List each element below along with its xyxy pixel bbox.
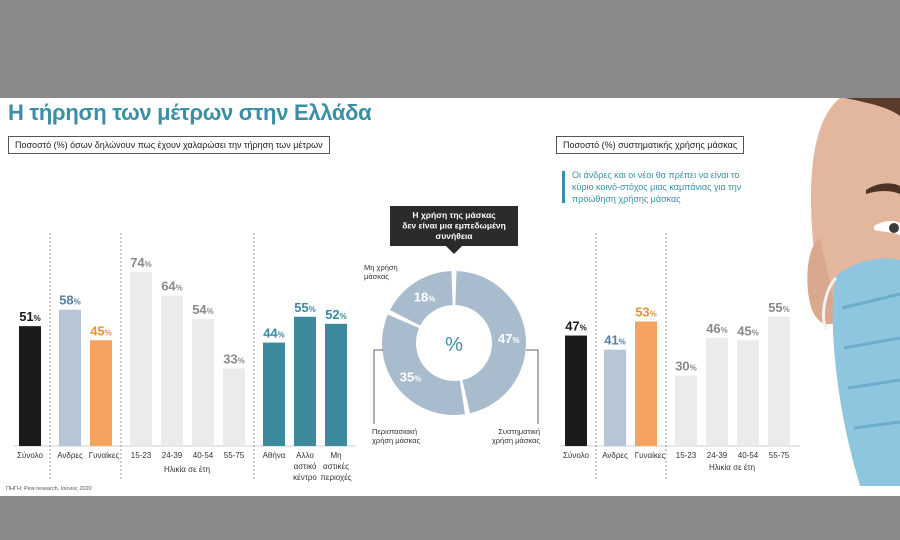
left-bar-2 [59, 309, 81, 446]
left-value-label-1: 51% [19, 309, 41, 324]
left-panel-label: Ποσοστό (%) όσων δηλώνουν πως έχουν χαλα… [8, 136, 330, 154]
right-value-label-6: 45% [737, 323, 759, 338]
donut-slice-label-2: χρήση μάσκας [372, 436, 421, 445]
left-value-label-8: 44% [263, 326, 285, 341]
donut-title-line-3: συνήθεια [436, 231, 474, 241]
donut-value-label-1: 47% [498, 331, 520, 346]
left-category-label-10: περιοχές [320, 473, 351, 482]
donut-slice-label-2: Περιστασιακή [372, 427, 417, 436]
bottom-band [0, 500, 900, 540]
right-category-label-6: 40-54 [738, 451, 759, 460]
right-value-label-7: 55% [768, 300, 790, 315]
left-value-label-5: 64% [161, 279, 183, 294]
right-age-group-label: Ηλικία σε έτη [709, 463, 755, 472]
right-category-label-3: Γυναίκες [635, 451, 666, 460]
left-bar-1 [19, 326, 41, 446]
right-category-label-4: 15-23 [676, 451, 697, 460]
right-category-label-5: 24-39 [707, 451, 728, 460]
left-value-label-7: 33% [223, 351, 245, 366]
source-text: ΠΗΓΗ: Pew research, Ιούνιος 2020 [6, 486, 92, 492]
donut-slice-3 [389, 271, 453, 326]
left-value-label-10: 52% [325, 307, 347, 322]
left-category-label-1: Σύνολο [17, 451, 43, 460]
donut-value-label-2: 35% [400, 370, 422, 385]
right-panel-label: Ποσοστό (%) συστηματικής χρήσης μάσκας [556, 136, 745, 154]
left-category-label-9: κέντρο [293, 473, 317, 482]
left-value-label-6: 54% [192, 302, 214, 317]
right-bar-4 [675, 375, 697, 446]
right-bar-1 [565, 335, 587, 446]
donut-slice-2 [382, 314, 466, 415]
donut-center-label: % [445, 334, 463, 356]
left-category-label-2: Ανδρες [57, 451, 83, 460]
left-bar-4 [130, 272, 152, 446]
donut-slice-label-3: Μη χρήση [364, 263, 398, 272]
donut-leader-1 [526, 349, 539, 424]
right-category-label-2: Ανδρες [602, 451, 628, 460]
right-bar-6 [737, 340, 759, 446]
charts-canvas: 51% 58% 45% 74% 64% 54% 33% 44% 55% 52% Σύνολο Ανδρ… [14, 98, 900, 486]
left-category-label-7: 55-75 [224, 451, 245, 460]
donut-slice-label-1: χρήση μάσκας [492, 436, 541, 445]
right-category-label-1: Σύνολο [563, 451, 589, 460]
left-category-label-9: αστικό [294, 462, 317, 471]
left-bar-9 [294, 316, 316, 446]
left-value-label-3: 45% [90, 323, 112, 338]
right-value-label-4: 30% [675, 359, 697, 374]
infographic-sheet: Η τήρηση των μέτρων στην Ελλάδα Ποσοστό … [0, 98, 900, 496]
donut-leader-2 [373, 349, 383, 424]
left-value-label-9: 55% [294, 300, 316, 315]
note-accent-bar [562, 171, 565, 203]
left-category-label-10: Μη [330, 451, 341, 460]
right-value-label-2: 41% [604, 333, 626, 348]
left-value-label-4: 74% [130, 255, 152, 270]
left-category-label-9: Αλλο [296, 451, 314, 460]
left-category-label-5: 24-39 [162, 451, 183, 460]
page-title: Η τήρηση των μέτρων στην Ελλάδα [8, 100, 372, 125]
left-category-label-6: 40-54 [193, 451, 214, 460]
left-bar-8 [263, 342, 285, 446]
donut-title-line-1: Η χρήση της μάσκας [412, 210, 496, 220]
left-category-label-3: Γυναίκες [89, 451, 120, 460]
donut-title-box [390, 206, 518, 254]
left-category-label-10: αστικές [323, 462, 349, 471]
right-value-label-1: 47% [565, 319, 587, 334]
right-category-label-7: 55-75 [769, 451, 790, 460]
left-value-label-2: 58% [59, 293, 81, 308]
donut-title-line-2: δεν είναι μια εμπεδωμένη [402, 221, 506, 231]
donut-value-label-3: 18% [414, 290, 436, 305]
left-bar-7 [223, 368, 245, 446]
donut-slice-label-3: μάσκας [364, 272, 389, 281]
right-bar-5 [706, 337, 728, 446]
left-bar-10 [325, 323, 347, 446]
face-with-mask-illustration [807, 98, 900, 486]
left-bar-5 [161, 295, 183, 446]
right-bar-2 [604, 349, 626, 446]
left-category-label-4: 15-23 [131, 451, 152, 460]
right-value-label-5: 46% [706, 321, 728, 336]
right-value-label-3: 53% [635, 304, 657, 319]
donut-slice-1 [455, 271, 526, 414]
right-bar-7 [768, 316, 790, 446]
left-age-group-label: Ηλικία σε έτη [164, 465, 210, 474]
left-bar-6 [192, 319, 214, 446]
note-text: Οι άνδρες και οι νέοι θα πρέπει να είναι… [572, 170, 742, 204]
right-bar-3 [635, 321, 657, 446]
donut-slice-label-1: Συστηματική [498, 427, 540, 436]
left-category-label-8: Αθήνα [263, 451, 286, 460]
left-bar-3 [90, 340, 112, 446]
